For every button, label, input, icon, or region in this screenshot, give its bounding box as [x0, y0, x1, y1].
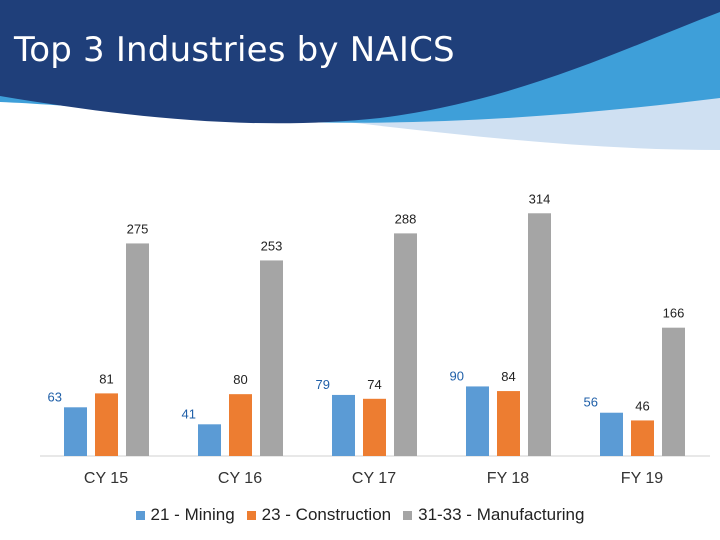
banner-dark-wave	[0, 0, 720, 124]
data-label: 288	[395, 211, 417, 226]
bar-21-mining-fy-18	[466, 386, 489, 456]
data-label: 74	[367, 377, 381, 392]
data-label: 63	[48, 389, 62, 404]
data-label: 81	[99, 371, 113, 386]
legend-swatch	[135, 510, 145, 520]
header-banner	[0, 0, 720, 150]
legend-swatch	[403, 510, 413, 520]
legend-label: 31-33 - Manufacturing	[418, 505, 585, 524]
bar-23-construction-cy-15	[95, 393, 118, 456]
data-label: 84	[501, 369, 515, 384]
bar-31-33-manufacturing-cy-16	[260, 260, 283, 456]
x-tick-label: FY 18	[487, 470, 530, 487]
legend-item-23-construction: 23 - Construction	[246, 505, 392, 525]
data-label: 46	[635, 398, 649, 413]
bar-21-mining-cy-16	[198, 424, 221, 456]
legend-label: 23 - Construction	[261, 505, 392, 524]
bar-21-mining-cy-17	[332, 394, 355, 456]
data-label: 90	[450, 368, 464, 383]
data-label: 166	[663, 306, 685, 321]
bar-31-33-manufacturing-cy-15	[126, 243, 149, 456]
legend-item-21-mining: 21 - Mining	[135, 505, 235, 525]
bar-21-mining-fy-19	[600, 412, 623, 456]
page-title: Top 3 Industries by NAICS	[14, 30, 455, 70]
data-label: 314	[529, 191, 551, 206]
data-label: 79	[316, 377, 330, 392]
bar-23-construction-cy-17	[363, 398, 386, 456]
bar-21-mining-cy-15	[64, 407, 87, 456]
bar-31-33-manufacturing-fy-18	[528, 213, 551, 456]
data-label: 41	[182, 406, 196, 421]
data-label: 253	[261, 238, 283, 253]
x-tick-label: CY 15	[84, 470, 128, 487]
legend-label: 21 - Mining	[150, 505, 235, 524]
chart-legend: 21 - Mining 23 - Construction 31-33 - Manu…	[0, 505, 720, 525]
legend-swatch	[246, 510, 256, 520]
data-label: 80	[233, 372, 247, 387]
x-tick-label: CY 17	[352, 470, 396, 487]
bar-23-construction-fy-19	[631, 420, 654, 456]
x-tick-label: FY 19	[621, 470, 664, 487]
bar-31-33-manufacturing-cy-17	[394, 233, 417, 456]
data-label: 275	[127, 221, 149, 236]
x-tick-label: CY 16	[218, 470, 262, 487]
bar-23-construction-cy-16	[229, 394, 252, 456]
bar-31-33-manufacturing-fy-19	[662, 327, 685, 456]
legend-item-31-33-manufacturing: 31-33 - Manufacturing	[403, 505, 584, 525]
data-label: 56	[584, 395, 598, 410]
bar-23-construction-fy-18	[497, 391, 520, 456]
